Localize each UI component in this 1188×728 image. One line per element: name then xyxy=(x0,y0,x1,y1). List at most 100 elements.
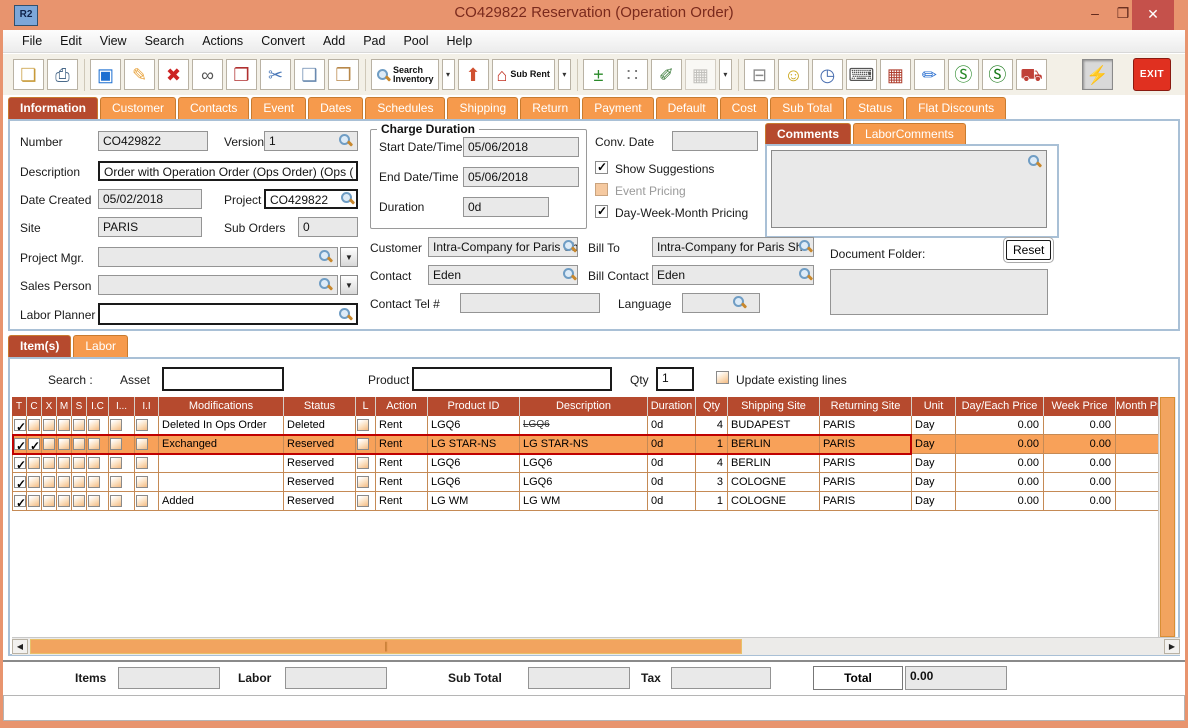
currency-forward-button[interactable]: Ⓢ xyxy=(947,59,979,90)
grid-header-s[interactable]: S xyxy=(72,397,87,416)
grid-header-action[interactable]: Action xyxy=(376,397,428,416)
save-button[interactable]: ▣ xyxy=(90,59,121,90)
row-checkbox-m[interactable] xyxy=(58,419,70,431)
new-document-button[interactable]: ❏ xyxy=(13,59,44,90)
menu-help[interactable]: Help xyxy=(446,34,473,48)
vertical-scrollbar[interactable] xyxy=(1158,397,1176,637)
row-checkbox-m[interactable] xyxy=(58,476,70,488)
product-cube-button[interactable]: ⬆ xyxy=(457,59,489,90)
tab-sub-total[interactable]: Sub Total xyxy=(770,97,845,119)
grid-header-x[interactable]: X xyxy=(42,397,57,416)
schedule-pad-dropdown[interactable]: ▾ xyxy=(718,59,732,90)
row-checkbox-t[interactable] xyxy=(14,456,26,472)
row-checkbox-c[interactable] xyxy=(28,457,40,469)
menu-file[interactable]: File xyxy=(22,34,43,48)
row-checkbox-i-i[interactable] xyxy=(136,457,148,469)
truck-button[interactable]: ⛟ xyxy=(1015,59,1047,90)
grid-header-status[interactable]: Status xyxy=(284,397,356,416)
row-checkbox-s[interactable] xyxy=(73,457,85,469)
scroll-right-arrow[interactable]: ▶ xyxy=(1164,639,1180,654)
smiley-button[interactable]: ☺ xyxy=(777,59,809,90)
find-binoculars-button[interactable]: ∞ xyxy=(192,59,223,90)
grid-header-i-[interactable]: I... xyxy=(109,397,135,416)
row-checkbox-m[interactable] xyxy=(58,495,70,507)
project-field[interactable]: CO429822 xyxy=(264,189,358,209)
row-checkbox-l[interactable] xyxy=(357,457,369,469)
labor-planner-field[interactable] xyxy=(98,303,358,325)
row-checkbox-s[interactable] xyxy=(73,495,85,507)
comments-tab-laborcomments[interactable]: LaborComments xyxy=(853,123,966,145)
row-checkbox-t[interactable] xyxy=(14,418,26,434)
row-checkbox-x[interactable] xyxy=(43,457,55,469)
copy-button[interactable]: ❑ xyxy=(294,59,325,90)
row-checkbox-i-i[interactable] xyxy=(136,419,148,431)
row-checkbox-i-c[interactable] xyxy=(88,476,100,488)
grid-header-duration[interactable]: Duration xyxy=(648,397,696,416)
tab-payment[interactable]: Payment xyxy=(582,97,654,119)
row-checkbox-l[interactable] xyxy=(357,419,369,431)
row-checkbox-m[interactable] xyxy=(58,457,70,469)
project-mgr-dropdown[interactable]: ▼ xyxy=(340,247,358,267)
tab-dates[interactable]: Dates xyxy=(308,97,364,119)
keyboard-key-button[interactable]: ⌨ xyxy=(845,59,877,90)
vertical-scrollbar-thumb[interactable] xyxy=(1160,397,1175,637)
paste-clipboard-button[interactable]: ❒ xyxy=(328,59,359,90)
row-checkbox-i-i[interactable] xyxy=(136,438,148,450)
grid-header-description[interactable]: Description xyxy=(520,397,648,416)
product-input[interactable] xyxy=(412,367,612,391)
hierarchy-button[interactable]: ⊟ xyxy=(743,59,775,90)
sub-rent-factory-button[interactable]: ⌂ Sub Rent xyxy=(491,59,555,90)
row-checkbox-i-[interactable] xyxy=(110,457,122,469)
row-checkbox-c[interactable] xyxy=(28,437,40,453)
row-checkbox-t[interactable] xyxy=(14,475,26,491)
row-checkbox-i-i[interactable] xyxy=(136,495,148,507)
pool-spheres-button[interactable]: ∷ xyxy=(616,59,648,90)
grid-header-i-c[interactable]: I.C xyxy=(87,397,109,416)
notes-pad-button[interactable]: ✐ xyxy=(650,59,682,90)
billto-search-icon[interactable] xyxy=(798,239,812,253)
tab-contacts[interactable]: Contacts xyxy=(178,97,250,119)
description-field[interactable]: Order with Operation Order (Ops Order) (… xyxy=(98,161,358,181)
tab-schedules[interactable]: Schedules xyxy=(365,97,446,119)
tab-shipping[interactable]: Shipping xyxy=(447,97,519,119)
edit-pencil-button[interactable]: ✎ xyxy=(124,59,155,90)
row-checkbox-l[interactable] xyxy=(357,495,369,507)
table-row[interactable]: ReservedRentLGQ6LGQ60d4BERLINPARISDay0.0… xyxy=(12,454,1163,473)
copy-transfer-button[interactable]: ❐ xyxy=(226,59,257,90)
row-checkbox-l[interactable] xyxy=(357,476,369,488)
show-suggestions-checkbox[interactable] xyxy=(595,160,608,174)
table-row[interactable]: Deleted In Ops OrderDeletedRentLGQ6LGQ60… xyxy=(12,416,1163,435)
row-checkbox-s[interactable] xyxy=(73,419,85,431)
sub-rent-factory-dropdown[interactable]: ▾ xyxy=(557,59,571,90)
tab-event[interactable]: Event xyxy=(251,97,307,119)
menu-search[interactable]: Search xyxy=(144,34,185,48)
bill-contact-search-icon[interactable] xyxy=(798,267,812,281)
edit-document-button[interactable]: ✏ xyxy=(913,59,945,90)
row-checkbox-s[interactable] xyxy=(73,476,85,488)
customer-search-icon[interactable] xyxy=(562,239,576,253)
delete-button[interactable]: ✖ xyxy=(158,59,189,90)
scroll-left-arrow[interactable]: ◀ xyxy=(12,639,28,654)
comments-textarea[interactable] xyxy=(771,150,1047,228)
lightning-button[interactable]: ⚡ xyxy=(1081,59,1113,90)
reset-button[interactable]: Reset xyxy=(1002,237,1055,263)
row-checkbox-x[interactable] xyxy=(43,419,55,431)
maximize-button[interactable]: ❐ xyxy=(1116,5,1130,21)
grid-header-shipping-site[interactable]: Shipping Site xyxy=(728,397,820,416)
grid-header-c[interactable]: C xyxy=(27,397,42,416)
menu-convert[interactable]: Convert xyxy=(261,34,305,48)
comments-tab-comments[interactable]: Comments xyxy=(765,123,852,145)
menu-edit[interactable]: Edit xyxy=(60,34,82,48)
grid-header-month-price[interactable]: Month Price xyxy=(1116,397,1163,416)
row-checkbox-s[interactable] xyxy=(73,438,85,450)
qty-input[interactable]: 1 xyxy=(656,367,694,391)
row-checkbox-i-[interactable] xyxy=(110,495,122,507)
menu-actions[interactable]: Actions xyxy=(202,34,244,48)
row-checkbox-i-[interactable] xyxy=(110,438,122,450)
language-search-icon[interactable] xyxy=(732,295,746,309)
search-inventory-dropdown[interactable]: ▾ xyxy=(441,59,455,90)
tab-cost[interactable]: Cost xyxy=(719,97,769,119)
horizontal-scrollbar-thumb[interactable]: ║ xyxy=(30,639,742,654)
